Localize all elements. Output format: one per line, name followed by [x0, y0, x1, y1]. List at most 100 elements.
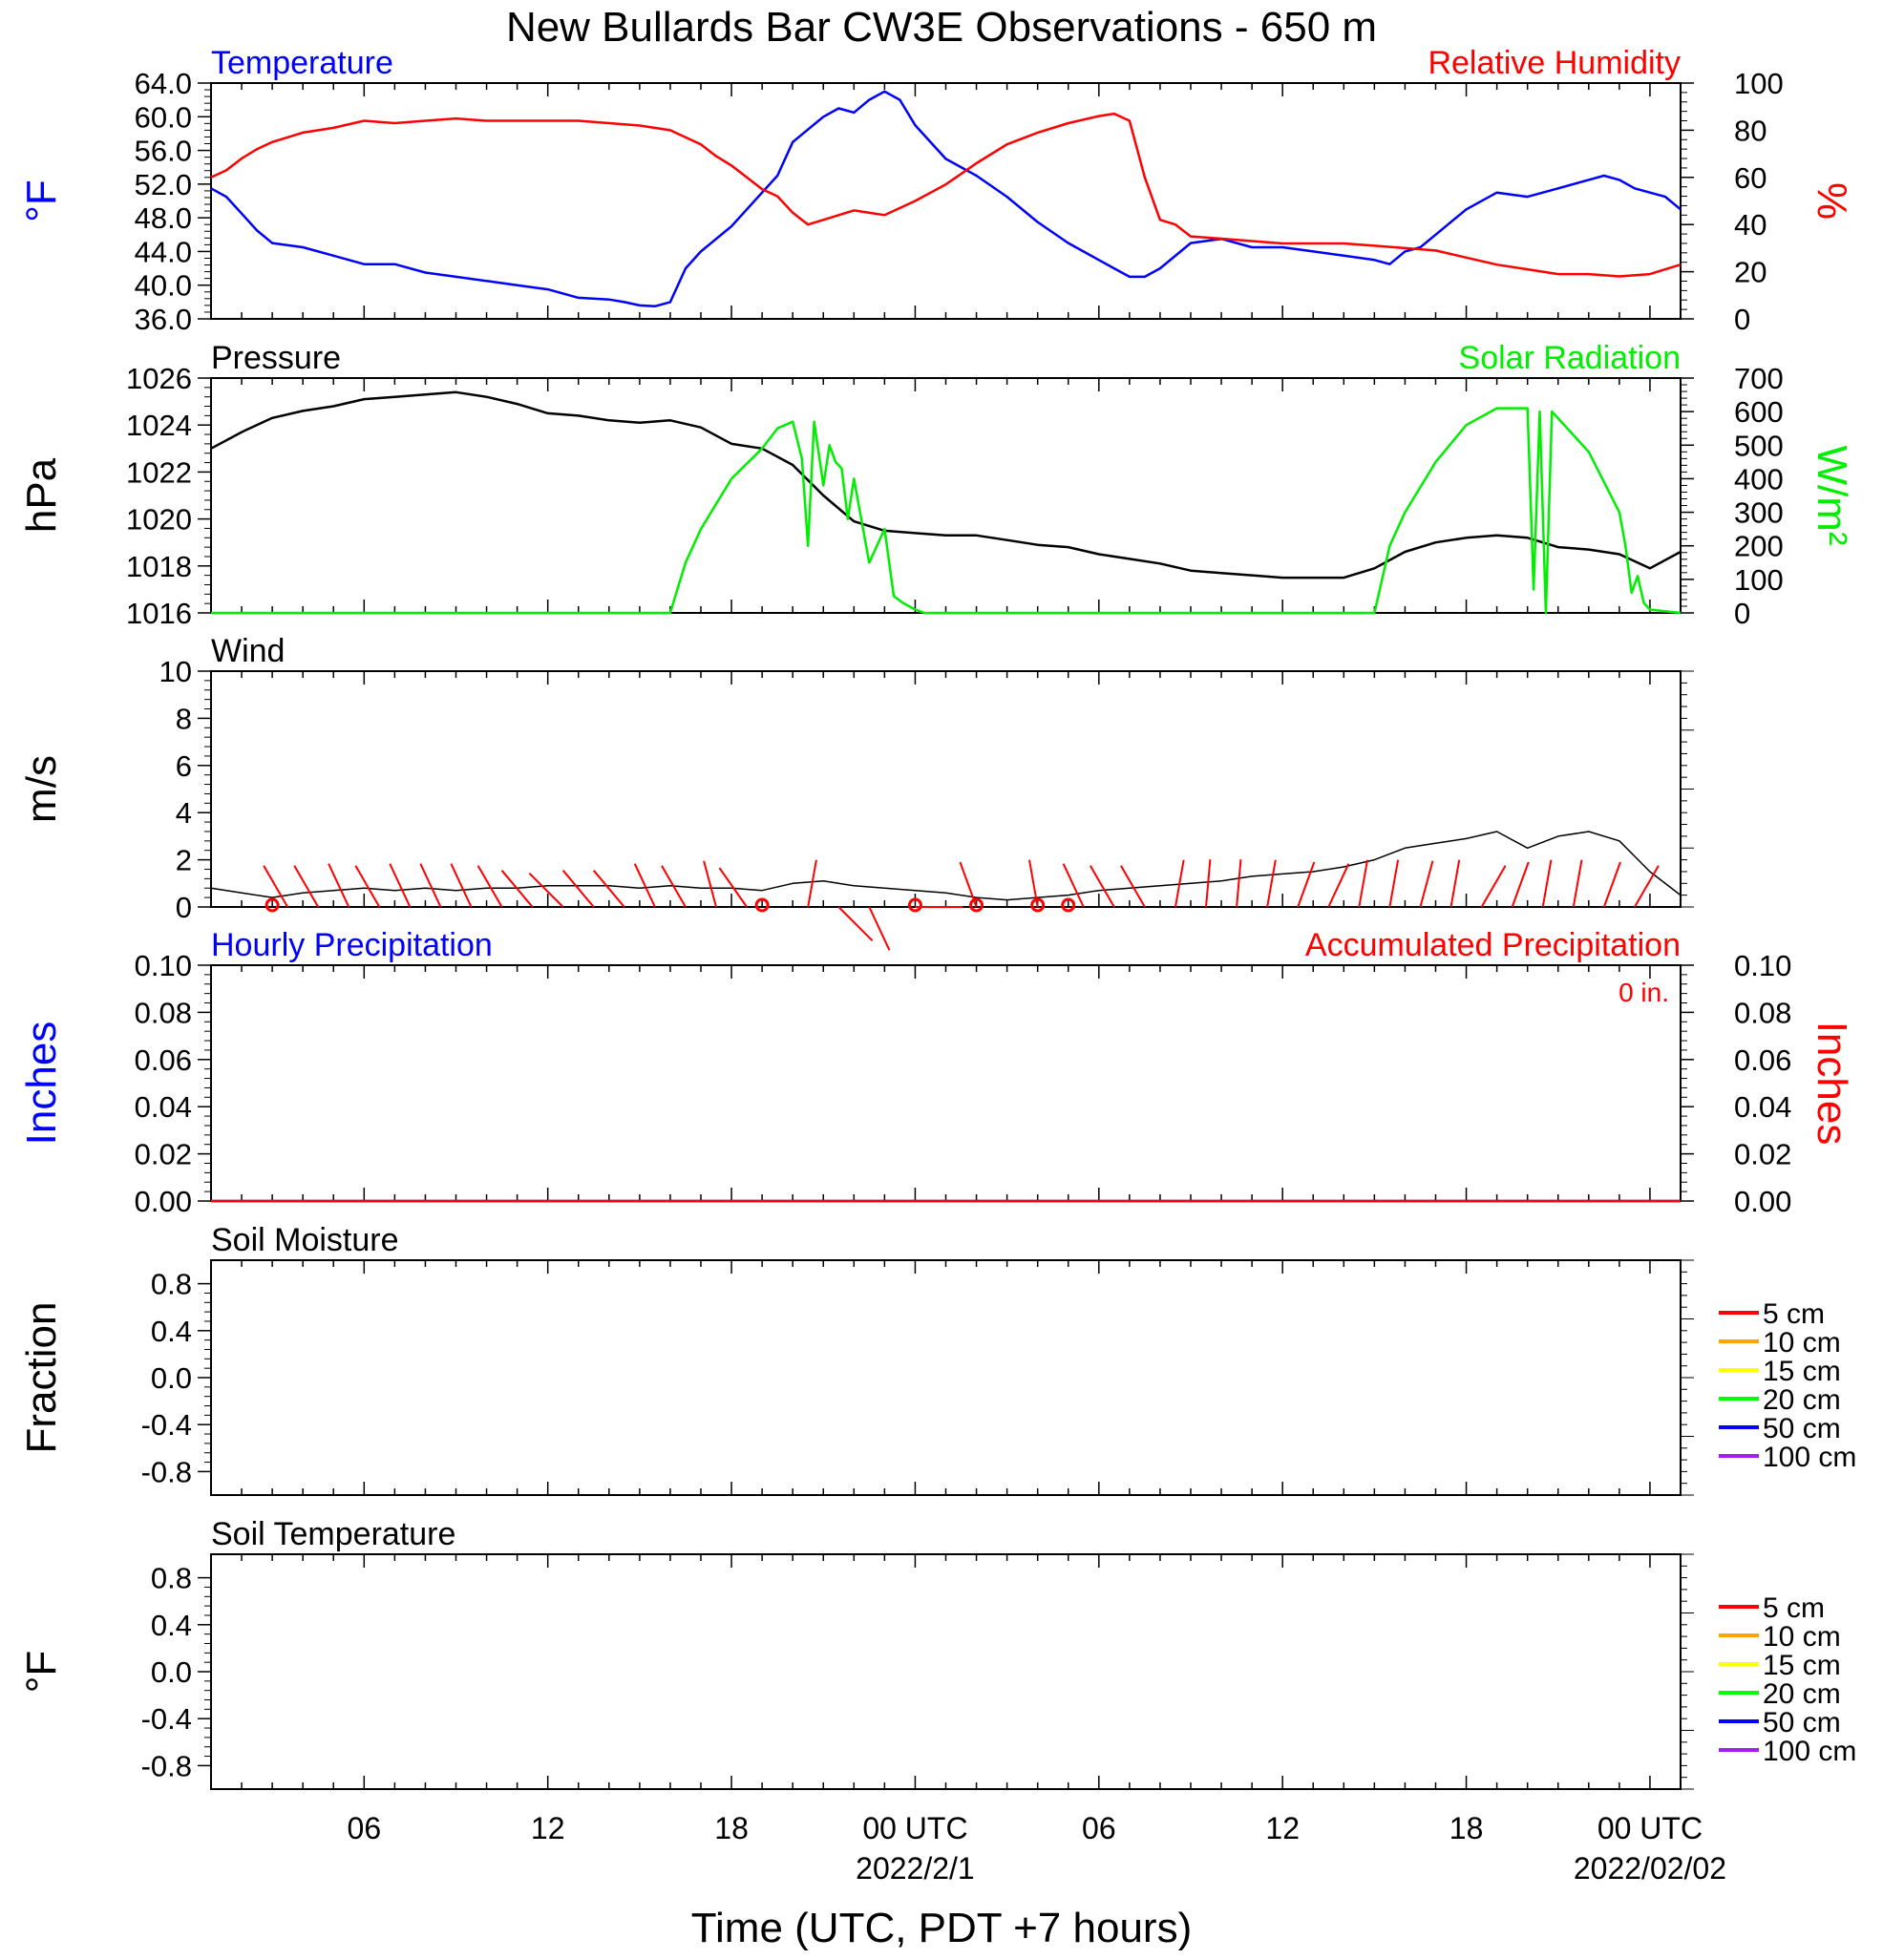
wind-barb — [528, 872, 564, 908]
y-axis-label-left: Inches — [18, 1022, 65, 1146]
plot-frame — [210, 1553, 1682, 1790]
y-tick-label: -0.8 — [141, 1749, 192, 1782]
x-tick-label: 06 — [1082, 1811, 1116, 1845]
wind-barb — [419, 863, 442, 908]
y-tick-label: -0.4 — [141, 1408, 192, 1442]
panel-title-left: Wind — [211, 633, 285, 669]
y-tick-label: 0.0 — [151, 1655, 192, 1689]
y-right-tick-label: 20 — [1734, 256, 1767, 289]
calm-wind-marker — [754, 897, 770, 913]
panel-title-left: Hourly Precipitation — [211, 927, 493, 963]
y-tick-label: 0.8 — [151, 1562, 192, 1595]
y-right-tick-label: 700 — [1734, 362, 1784, 395]
y-tick-label: 1024 — [126, 409, 192, 442]
x-tick-label: 12 — [531, 1811, 565, 1845]
wind-barb — [1541, 859, 1553, 908]
wind-barb — [1358, 859, 1369, 908]
wind-barb — [1089, 865, 1115, 908]
wind-barb — [1511, 861, 1530, 908]
y-right-tick-label: 500 — [1734, 429, 1784, 462]
wind-barb — [1419, 860, 1434, 908]
legend-label: 50 cm — [1763, 1413, 1841, 1444]
wind-barb — [450, 863, 473, 908]
legend-label: 100 cm — [1763, 1442, 1856, 1473]
legend-label: 15 cm — [1763, 1356, 1841, 1387]
wind-barb — [807, 859, 817, 908]
plot-frame — [210, 964, 1682, 1202]
plot-frame — [210, 670, 1682, 908]
wind-barb — [293, 865, 320, 908]
x-tick-label: 00 UTC — [862, 1811, 967, 1845]
y-tick-label: 56.0 — [135, 135, 192, 168]
wind-barb — [1236, 859, 1242, 908]
y-right-tick-label: 0.06 — [1734, 1043, 1791, 1077]
wind-barb — [1480, 865, 1507, 908]
y-tick-label: 10 — [159, 655, 192, 688]
y-tick-label: 4 — [176, 796, 192, 830]
wind-barb — [703, 860, 717, 908]
y-tick-label: 2 — [176, 844, 192, 877]
legend-label: 5 cm — [1763, 1298, 1825, 1330]
series-line-relative-humidity — [210, 112, 1682, 278]
y-tick-label: 0 — [176, 891, 192, 924]
legend-label: 20 cm — [1763, 1678, 1841, 1710]
wind-barb — [1634, 865, 1660, 908]
wind-barb — [1297, 861, 1316, 908]
panel-title-right: Solar Radiation — [1459, 340, 1681, 376]
wind-barb — [1449, 859, 1461, 908]
y-tick-label: 0.06 — [135, 1043, 192, 1077]
y-tick-label: 44.0 — [135, 235, 192, 268]
y-right-tick-label: 0.02 — [1734, 1138, 1791, 1171]
legend-label: 100 cm — [1763, 1736, 1856, 1767]
y-right-tick-label: 100 — [1734, 67, 1784, 100]
wind-barb — [328, 863, 350, 908]
y-axis-label-left: m/s — [18, 755, 65, 823]
legend-label: 5 cm — [1763, 1592, 1825, 1624]
y-right-tick-label: 0.10 — [1734, 949, 1791, 982]
legend-label: 10 cm — [1763, 1621, 1841, 1653]
y-tick-label: 0.4 — [151, 1609, 192, 1642]
y-axis-label-right: W/m² — [1809, 445, 1855, 545]
panel-title-left: Soil Temperature — [211, 1516, 455, 1552]
y-tick-label: 0.04 — [135, 1090, 192, 1124]
y-right-tick-label: 80 — [1734, 114, 1767, 147]
y-axis-label-left: °F — [18, 179, 65, 221]
y-tick-label: 1016 — [126, 597, 192, 630]
wind-barb — [1174, 859, 1185, 908]
y-tick-label: 48.0 — [135, 201, 192, 235]
wind-barb — [1602, 861, 1621, 908]
y-tick-label: 36.0 — [135, 303, 192, 336]
plot-frame — [210, 82, 1682, 320]
y-right-tick-label: 0.00 — [1734, 1185, 1791, 1218]
y-right-tick-label: 60 — [1734, 161, 1767, 195]
calm-wind-marker — [969, 897, 984, 913]
calm-wind-marker — [1061, 897, 1076, 913]
wind-barb — [354, 865, 381, 908]
y-tick-label: 0.8 — [151, 1268, 192, 1301]
series-line-solar-radiation — [211, 407, 1682, 615]
wind-barb — [868, 906, 891, 951]
wind-barb — [500, 870, 534, 908]
wind-barb — [561, 870, 595, 908]
y-right-tick-label: 0 — [1734, 597, 1750, 630]
series-line-wind — [210, 831, 1682, 901]
y-tick-label: 40.0 — [135, 269, 192, 303]
y-tick-label: 6 — [176, 749, 192, 783]
legend-label: 20 cm — [1763, 1384, 1841, 1416]
wind-barb — [1266, 859, 1277, 908]
wind-barb — [476, 865, 503, 908]
wind-barb — [661, 865, 687, 908]
x-tick-label: 18 — [714, 1811, 749, 1845]
wind-barb — [1572, 859, 1583, 908]
panel-title-left: Pressure — [211, 340, 341, 376]
series-line-pressure — [210, 390, 1682, 580]
wind-barb — [1205, 859, 1212, 908]
y-tick-label: 60.0 — [135, 100, 192, 134]
x-tick-label: 06 — [348, 1811, 382, 1845]
panel-title-left: Soil Moisture — [211, 1222, 399, 1258]
y-tick-label: 64.0 — [135, 67, 192, 100]
calm-wind-marker — [1030, 897, 1046, 913]
y-axis-label-left: °F — [18, 1651, 65, 1693]
y-axis-label-left: Fraction — [18, 1302, 65, 1454]
